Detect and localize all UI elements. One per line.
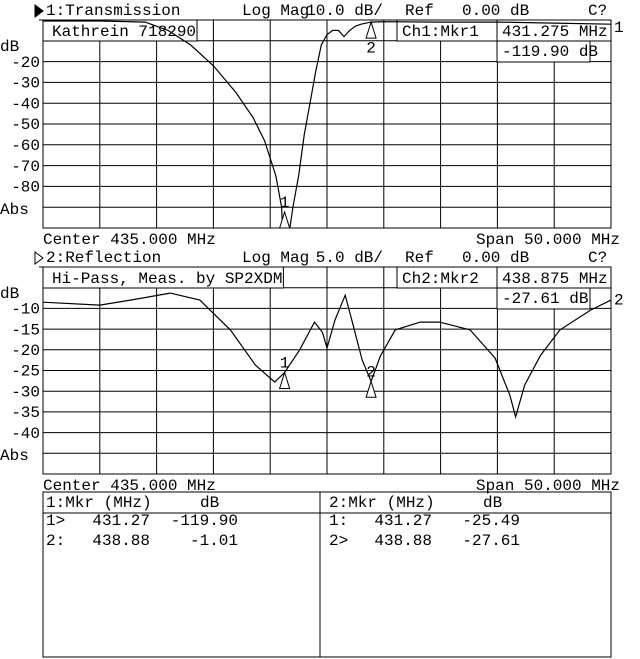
span: Span 50.000 MHz	[476, 231, 620, 249]
scale: 10.0 dB/	[306, 2, 383, 20]
y-tick-label: -15	[11, 321, 40, 339]
title-box	[42, 266, 284, 289]
center-frequency: Center 435.000 MHz	[43, 231, 216, 249]
y-axis-unit: dB	[0, 38, 19, 56]
ref-value: 0.00 dB	[462, 249, 529, 267]
trace-title: Kathrein 718290	[52, 23, 196, 41]
marker-frequency: 431.27	[374, 512, 432, 530]
y-tick-label: -20	[11, 342, 40, 360]
y-tick-label: -30	[11, 383, 40, 401]
readout-x: 431.275 MHz	[502, 23, 608, 41]
channel-flag: C?	[588, 249, 607, 267]
marker-label: 2	[366, 364, 376, 382]
trace-title: Hi-Pass, Meas. by SP2XDM	[52, 270, 282, 288]
y-tick-label: -60	[11, 137, 40, 155]
y-axis-mode: Abs	[0, 201, 29, 219]
table-header: dB	[200, 494, 219, 512]
readout-y: -27.61 dB	[502, 290, 588, 308]
y-tick-label: -10	[11, 301, 40, 319]
marker	[365, 20, 377, 39]
y-tick-label: -25	[11, 363, 40, 381]
title-box	[42, 19, 198, 42]
ref-label: Ref	[405, 2, 434, 20]
marker-value: -1.01	[190, 532, 238, 550]
trace	[43, 20, 611, 228]
y-tick-label: -40	[11, 95, 40, 113]
y-tick-label: -80	[11, 179, 40, 197]
marker-value: -119.90	[171, 512, 238, 530]
scale: 5.0 dB/	[316, 249, 383, 267]
readout-value-box	[496, 287, 591, 310]
readout-y: -119.90 dB	[502, 43, 598, 61]
format: Log Mag	[242, 249, 309, 267]
span: Span 50.000 MHz	[476, 477, 620, 495]
header-marker	[34, 251, 44, 265]
ref-value: 0.00 dB	[462, 2, 529, 20]
y-axis-unit: dB	[0, 285, 19, 303]
marker	[278, 210, 291, 229]
active-marker: Ch2:Mkr2	[402, 270, 479, 288]
trace-label: 2	[614, 291, 624, 309]
header-marker	[34, 4, 44, 18]
marker-frequency: 431.27	[92, 512, 150, 530]
marker-value: -27.61	[462, 532, 520, 550]
marker-id: 1:	[329, 512, 348, 530]
trace	[43, 292, 611, 420]
marker	[365, 379, 377, 398]
marker-label: 1	[280, 194, 290, 212]
marker-value: -25.49	[462, 512, 520, 530]
marker-id: 2:	[46, 532, 65, 550]
format: Log Mag	[242, 2, 309, 20]
y-tick-label: -30	[11, 75, 40, 93]
channel-flag: C?	[588, 2, 607, 20]
y-axis-mode: Abs	[0, 447, 29, 465]
marker-id: 2>	[329, 532, 348, 550]
table-header: dB	[483, 494, 502, 512]
y-tick-label: -50	[11, 116, 40, 134]
y-tick-label: -20	[11, 54, 40, 72]
marker-frequency: 438.88	[374, 532, 432, 550]
table-header: 1:Mkr (MHz)	[46, 494, 152, 512]
y-tick-label: -70	[11, 158, 40, 176]
marker-frequency: 438.88	[92, 532, 150, 550]
center-frequency: Center 435.000 MHz	[43, 477, 216, 495]
marker-id: 1>	[46, 512, 65, 530]
trace-header: 2:Reflection	[46, 249, 161, 267]
table-header: 2:Mkr (MHz)	[329, 494, 435, 512]
y-tick-label: -35	[11, 404, 40, 422]
marker	[278, 370, 291, 390]
marker-label: 2	[366, 39, 376, 57]
trace-header: 1:Transmission	[46, 2, 180, 20]
readout-x: 438.875 MHz	[502, 270, 608, 288]
marker-label: 1	[280, 355, 290, 373]
ref-label: Ref	[405, 249, 434, 267]
readout-value-box	[496, 40, 591, 63]
marker-table	[42, 491, 612, 658]
trace-label: 1	[614, 19, 624, 37]
y-tick-label: -40	[11, 425, 40, 443]
active-marker: Ch1:Mkr1	[402, 23, 479, 41]
